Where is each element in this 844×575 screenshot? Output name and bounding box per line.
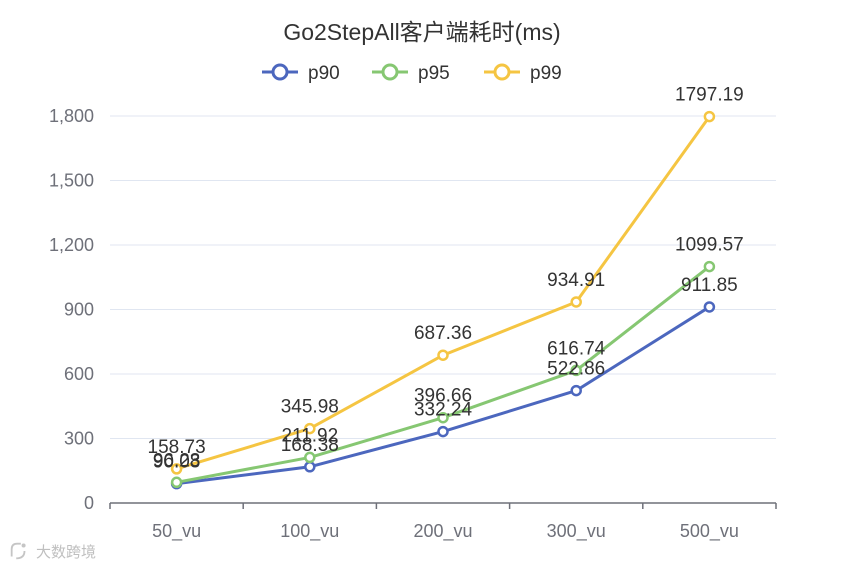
legend-marker [381, 63, 399, 81]
data-point-p95 [437, 411, 449, 424]
data-label-p99: 1797.19 [675, 85, 744, 106]
data-point-p99 [703, 110, 716, 123]
legend-label: p99 [530, 63, 562, 84]
data-label-p99: 158.73 [148, 437, 206, 458]
data-point-p95 [570, 364, 582, 377]
legend-marker [271, 63, 289, 81]
y-tick-label: 300 [64, 429, 94, 449]
data-point-p90 [703, 301, 716, 313]
data-label-p95: 1099.57 [675, 235, 744, 256]
data-point-p90 [304, 461, 316, 473]
data-label-p90: 332.24 [414, 400, 473, 421]
data-point-p95 [170, 476, 183, 489]
x-tick-label: 50_vu [152, 521, 201, 542]
data-label-p90: 522.86 [547, 359, 605, 380]
watermark: 大数跨境 [8, 540, 96, 562]
data-point-p99 [570, 296, 582, 308]
chart-title: Go2StepAll客户端耗时(ms) [283, 19, 560, 45]
legend-label: p90 [308, 63, 340, 84]
x-tick-label: 500_vu [680, 521, 739, 542]
data-label-p99: 687.36 [414, 323, 472, 344]
y-tick-label: 1,800 [49, 106, 94, 126]
legend-item-p95: p95 [372, 63, 450, 84]
data-point-p99 [437, 349, 449, 361]
x-tick-label: 300_vu [547, 521, 606, 542]
data-label-p90: 90.08 [153, 452, 201, 473]
data-label-p90: 911.85 [681, 275, 738, 296]
y-tick-label: 1,500 [49, 171, 94, 191]
y-tick-label: 0 [84, 493, 94, 513]
legend-marker [493, 63, 511, 81]
legend-item-p99: p99 [484, 63, 562, 84]
data-label-p95: 96.23 [153, 450, 201, 471]
data-label-p95: 396.66 [414, 386, 472, 407]
y-tick-label: 600 [64, 364, 94, 384]
y-tick-label: 900 [64, 300, 94, 320]
data-point-p95 [703, 260, 716, 273]
data-point-p95 [304, 451, 316, 464]
data-point-p90 [570, 384, 582, 397]
watermark-text: 大数跨境 [36, 543, 97, 561]
y-tick-label: 1,200 [49, 235, 94, 255]
legend-item-p90: p90 [262, 63, 340, 84]
data-label-p95: 616.74 [547, 338, 606, 359]
x-tick-label: 200_vu [413, 521, 472, 542]
data-point-p99 [170, 463, 183, 475]
data-point-p99 [304, 422, 316, 435]
watermark-logo-icon [10, 542, 26, 560]
x-tick-label: 100_vu [280, 521, 339, 542]
data-label-p90: 168.38 [281, 435, 339, 456]
data-point-p90 [437, 425, 449, 438]
data-label-p95: 211.92 [281, 425, 338, 446]
legend-label: p95 [418, 63, 450, 84]
data-label-p99: 345.98 [281, 397, 339, 418]
data-label-p99: 934.91 [547, 270, 605, 291]
